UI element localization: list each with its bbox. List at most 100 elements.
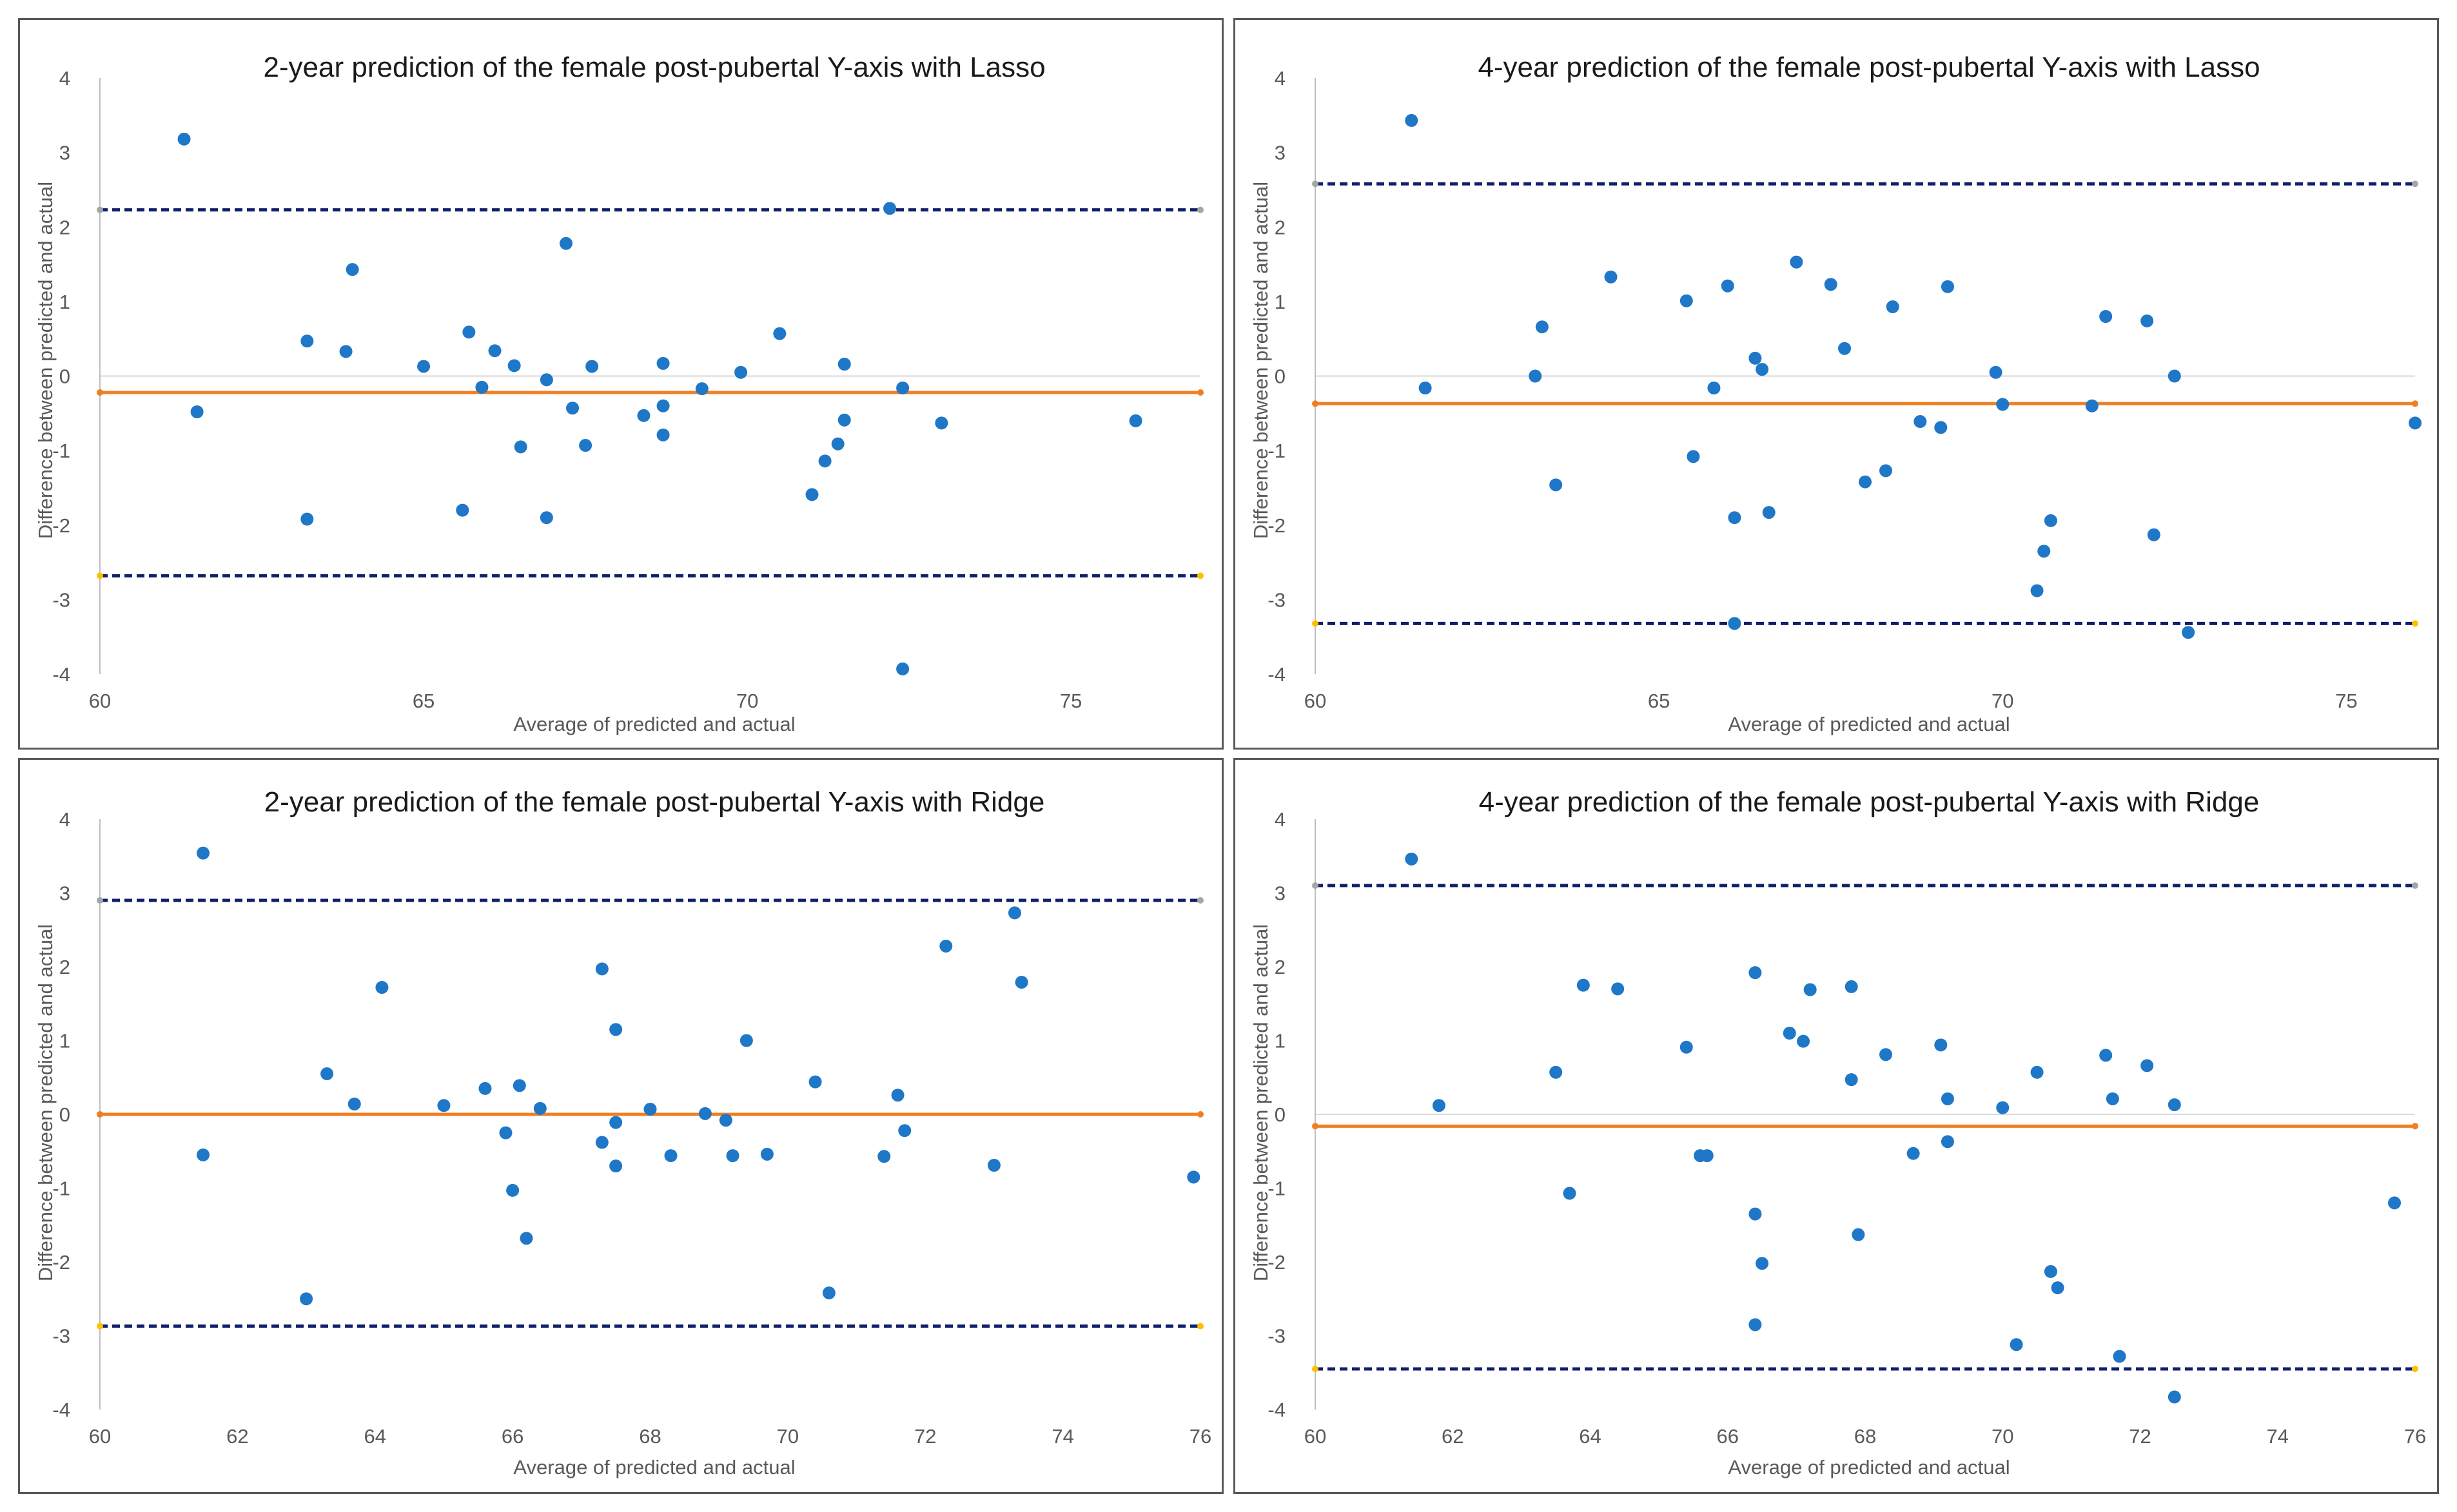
x-tick-label: 60 bbox=[1304, 690, 1326, 712]
data-point bbox=[2099, 310, 2113, 323]
lower-limit-end-marker bbox=[97, 1323, 103, 1330]
y-tick-label: -4 bbox=[52, 663, 70, 686]
data-point bbox=[2140, 314, 2154, 327]
data-point bbox=[1563, 1187, 1576, 1200]
x-tick-label: 70 bbox=[777, 1425, 799, 1448]
data-point bbox=[1941, 280, 1954, 293]
data-point bbox=[2140, 1059, 2154, 1072]
data-point bbox=[566, 402, 580, 415]
x-axis-label: Average of predicted and actual bbox=[513, 1456, 795, 1478]
data-point bbox=[1845, 980, 1858, 993]
data-point bbox=[1748, 1207, 1762, 1221]
data-point bbox=[559, 237, 573, 250]
y-tick-label: 0 bbox=[1275, 1103, 1286, 1126]
data-point bbox=[609, 1159, 623, 1173]
y-tick-label: -2 bbox=[1268, 1251, 1286, 1274]
y-tick-label: -3 bbox=[52, 1325, 70, 1348]
data-point bbox=[896, 382, 910, 394]
x-tick-label: 68 bbox=[639, 1425, 661, 1448]
x-tick-label: 65 bbox=[1648, 690, 1670, 712]
data-point bbox=[698, 1107, 712, 1120]
x-tick-label: 76 bbox=[2404, 1425, 2426, 1448]
x-tick-label: 66 bbox=[1717, 1425, 1739, 1448]
data-point bbox=[190, 405, 204, 418]
data-point bbox=[579, 439, 592, 452]
data-point bbox=[2168, 1390, 2181, 1404]
data-point bbox=[437, 1099, 451, 1112]
x-tick-label: 72 bbox=[2129, 1425, 2151, 1448]
y-tick-label: 3 bbox=[1275, 142, 1286, 164]
data-point bbox=[1934, 421, 1948, 434]
data-point bbox=[643, 1102, 657, 1116]
data-point bbox=[805, 488, 819, 501]
data-point bbox=[2044, 514, 2057, 527]
data-point bbox=[2085, 399, 2099, 412]
upper-limit-end-marker bbox=[1197, 206, 1204, 213]
x-tick-label: 70 bbox=[736, 690, 758, 712]
x-tick-label: 60 bbox=[89, 690, 111, 712]
lower-limit-end-marker bbox=[1312, 620, 1318, 627]
upper-limit-end-marker bbox=[2412, 882, 2418, 889]
chart-title: 2-year prediction of the female post-pub… bbox=[264, 786, 1045, 818]
chart-panel-lasso-2yr: 2-year prediction of the female post-pub… bbox=[18, 18, 1224, 750]
y-tick-label: -3 bbox=[1268, 588, 1286, 611]
y-tick-label: 1 bbox=[59, 291, 70, 313]
data-point bbox=[197, 846, 210, 860]
chart-svg: 2-year prediction of the female post-pub… bbox=[34, 786, 1211, 1478]
data-point bbox=[2168, 369, 2181, 383]
data-point bbox=[1576, 978, 1590, 992]
x-tick-label: 74 bbox=[2267, 1425, 2289, 1448]
data-point bbox=[1728, 511, 1741, 525]
data-point bbox=[2106, 1092, 2119, 1105]
y-tick-label: -2 bbox=[52, 514, 70, 537]
data-point bbox=[1941, 1135, 1954, 1149]
data-point bbox=[2182, 626, 2195, 639]
data-point bbox=[1790, 255, 1803, 269]
y-tick-label: 3 bbox=[59, 882, 70, 905]
data-point bbox=[1748, 966, 1762, 980]
lower-limit-end-marker bbox=[1197, 572, 1204, 579]
x-tick-label: 66 bbox=[502, 1425, 524, 1448]
upper-limit-end-marker bbox=[1312, 180, 1318, 188]
data-point bbox=[2388, 1196, 2402, 1210]
lower-limit-end-marker bbox=[2412, 1366, 2418, 1373]
upper-limit-end-marker bbox=[1312, 882, 1318, 889]
y-tick-label: 3 bbox=[1275, 882, 1286, 905]
y-axis-label: Difference between predicted and actual bbox=[1249, 924, 1272, 1281]
x-tick-label: 64 bbox=[1579, 1425, 1601, 1448]
data-point bbox=[1852, 1228, 1865, 1241]
data-point bbox=[346, 263, 359, 276]
y-tick-label: -2 bbox=[52, 1251, 70, 1274]
data-point bbox=[664, 1149, 678, 1163]
data-point bbox=[1728, 617, 1741, 630]
y-tick-label: -1 bbox=[1268, 1178, 1286, 1200]
data-point bbox=[1679, 1040, 1693, 1054]
chart-title: 4-year prediction of the female post-pub… bbox=[1478, 52, 2260, 83]
data-point bbox=[506, 1183, 520, 1197]
data-point bbox=[818, 454, 832, 468]
data-point bbox=[1989, 365, 2002, 379]
data-point bbox=[595, 962, 609, 976]
y-axis-label: Difference between predicted and actual bbox=[34, 182, 57, 539]
data-point bbox=[656, 399, 670, 412]
data-point bbox=[695, 382, 709, 396]
data-point bbox=[773, 327, 787, 340]
data-point bbox=[1756, 1257, 1769, 1270]
x-tick-label: 70 bbox=[1992, 690, 2013, 712]
data-point bbox=[1604, 270, 1618, 284]
y-axis-label: Difference between predicted and actual bbox=[1249, 182, 1272, 539]
data-point bbox=[585, 360, 599, 373]
x-tick-label: 75 bbox=[1060, 690, 1082, 712]
data-point bbox=[1432, 1099, 1445, 1112]
y-tick-label: 2 bbox=[1275, 216, 1286, 238]
data-point bbox=[417, 360, 431, 373]
data-point bbox=[1748, 1318, 1762, 1332]
data-point bbox=[739, 1034, 753, 1047]
data-point bbox=[1756, 363, 1769, 376]
data-point bbox=[609, 1023, 623, 1036]
y-tick-label: -1 bbox=[52, 1178, 70, 1200]
data-point bbox=[831, 437, 845, 451]
chart-svg: 4-year prediction of the female post-pub… bbox=[1249, 52, 2422, 735]
y-tick-label: 2 bbox=[59, 956, 70, 978]
data-point bbox=[1549, 478, 1563, 492]
